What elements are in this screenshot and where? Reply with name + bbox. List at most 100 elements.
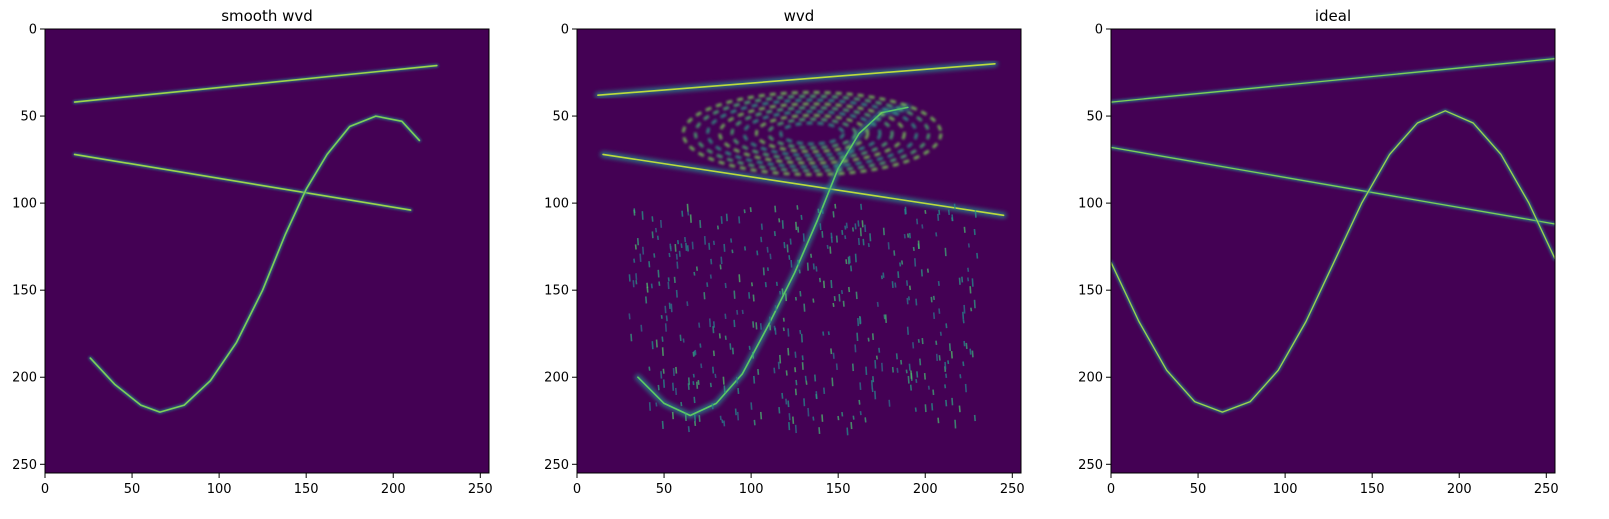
interference-mark	[635, 273, 638, 281]
interference-mark	[855, 291, 858, 300]
interference-mark	[655, 339, 658, 348]
interference-mark	[858, 399, 861, 405]
y-tick-label: 250	[544, 458, 569, 473]
interference-mark	[861, 220, 864, 228]
interference-mark	[914, 258, 917, 267]
interference-mark	[851, 227, 855, 232]
interference-mark	[773, 231, 776, 237]
interference-mark	[932, 389, 935, 396]
axes-frame	[576, 28, 1022, 474]
interference-mark	[694, 421, 697, 426]
interference-mark	[901, 260, 904, 265]
interference-mark	[939, 331, 942, 336]
y-tick-label: 100	[12, 197, 37, 212]
interference-mark	[799, 329, 802, 335]
interference-mark	[686, 301, 689, 307]
x-tick-label: 50	[656, 482, 673, 497]
interference-mark	[840, 289, 844, 295]
interference-mark	[932, 295, 935, 301]
interference-mark	[720, 256, 723, 265]
interference-mark	[664, 323, 667, 332]
interference-mark	[851, 363, 855, 372]
interference-mark	[850, 422, 853, 430]
interference-mark	[655, 402, 658, 407]
interference-mark	[951, 397, 954, 406]
interference-mark	[693, 414, 697, 422]
interference-mark	[777, 361, 780, 370]
x-tick-label: 50	[124, 482, 141, 497]
interference-mark	[653, 253, 656, 258]
interference-mark	[724, 313, 727, 320]
interference-mark	[709, 382, 712, 388]
interference-mark	[917, 338, 920, 343]
interference-mark	[656, 235, 660, 241]
interference-mark	[935, 353, 939, 362]
interference-mark	[661, 336, 664, 342]
interference-mark	[716, 225, 720, 230]
interference-mark	[967, 267, 970, 272]
interference-mark	[815, 393, 818, 399]
interference-mark	[786, 244, 789, 253]
interference-mark	[660, 314, 663, 319]
interference-mark	[760, 236, 763, 243]
interference-mark	[633, 209, 636, 216]
interference-mark	[662, 368, 665, 374]
interference-mark	[686, 245, 689, 252]
heatmap-background	[45, 29, 489, 473]
interference-mark	[687, 426, 690, 433]
heatmap-lower-chirp	[602, 153, 1005, 217]
interference-mark	[948, 343, 952, 351]
interference-mark	[676, 240, 680, 245]
interference-mark	[757, 368, 760, 375]
interference-mark	[842, 300, 845, 307]
interference-mark	[698, 415, 701, 422]
interference-mark	[711, 403, 714, 410]
interference-mark	[667, 281, 670, 290]
interference-arc	[754, 113, 870, 154]
interference-mark	[927, 385, 930, 390]
interference-mark	[945, 323, 948, 329]
interference-mark	[976, 252, 979, 259]
interference-mark	[856, 332, 859, 342]
interference-mark	[764, 281, 767, 288]
interference-mark	[706, 282, 709, 287]
interference-mark	[787, 347, 790, 356]
interference-mark	[801, 355, 804, 361]
interference-mark	[967, 277, 970, 282]
heatmap-upper-chirp	[73, 64, 438, 103]
interference-mark	[823, 387, 826, 395]
interference-mark	[920, 269, 923, 277]
interference-mark	[921, 337, 924, 345]
interference-mark	[721, 419, 724, 424]
interference-mark	[733, 290, 736, 299]
interference-mark	[871, 387, 874, 393]
interference-mark	[835, 363, 838, 371]
y-tick-label: 50	[20, 110, 37, 125]
interference-mark	[738, 216, 741, 224]
interference-mark	[759, 323, 763, 330]
interference-mark	[708, 318, 712, 328]
x-tick-label: 250	[1000, 482, 1025, 497]
interference-mark	[680, 401, 683, 407]
interference-mark	[908, 363, 911, 371]
interference-mark	[859, 382, 862, 390]
chart-title: smooth wvd	[221, 7, 313, 25]
interference-mark	[694, 349, 697, 355]
interference-mark	[912, 342, 915, 349]
y-tick-label: 200	[12, 371, 37, 386]
interference-mark	[871, 333, 875, 340]
y-tick-label: 250	[1078, 458, 1103, 473]
interference-mark	[917, 240, 920, 249]
interference-mark	[833, 296, 836, 302]
interference-mark	[821, 208, 824, 214]
interference-mark	[788, 255, 791, 260]
interference-mark	[883, 314, 886, 320]
interference-mark	[696, 381, 699, 389]
interference-mark	[831, 377, 834, 387]
interference-mark	[700, 363, 703, 369]
interference-mark	[635, 279, 638, 285]
interference-mark	[850, 265, 853, 272]
interference-arc	[779, 121, 845, 146]
interference-mark	[945, 399, 948, 407]
interference-mark	[675, 253, 678, 260]
